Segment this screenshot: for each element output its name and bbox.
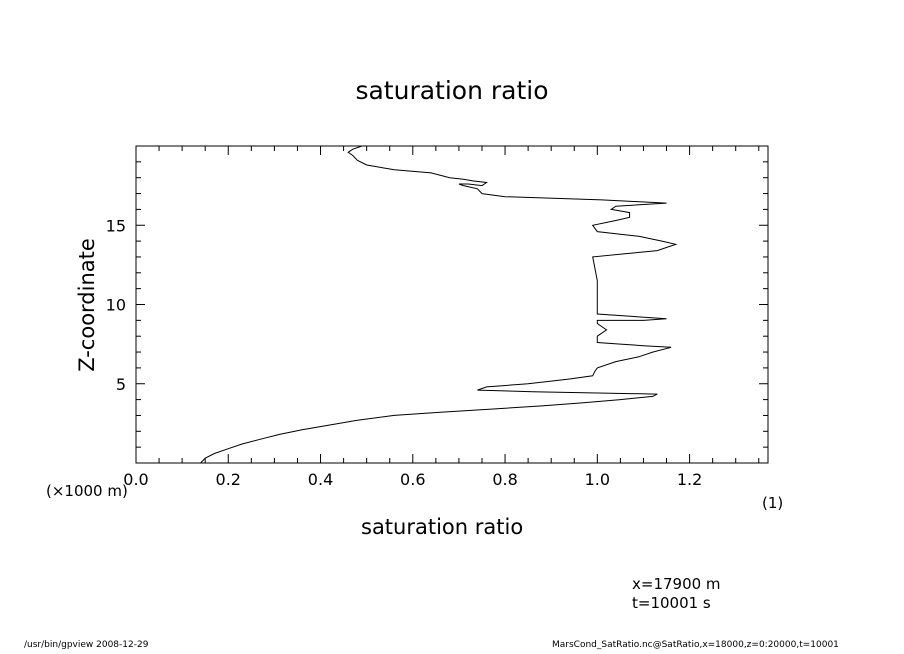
x-tick-label: 0.2 <box>216 470 241 489</box>
time-annotation: t=10001 s <box>632 594 711 612</box>
x-axis-label: saturation ratio <box>361 515 524 539</box>
tick-labels: 0.0 0.2 0.4 0.6 0.8 1.0 1.2 5 10 15 <box>106 216 703 489</box>
axis-ticks <box>135 145 768 463</box>
x-tick-label: 0.0 <box>123 470 148 489</box>
position-annotation: x=17900 m <box>632 575 721 593</box>
y-tick-label: 10 <box>106 296 126 315</box>
plot-frame <box>135 145 769 464</box>
x-tick-label: 1.2 <box>677 470 702 489</box>
y-tick-label: 5 <box>116 375 126 394</box>
y-unit-label: (1) <box>762 494 784 512</box>
x-tick-label: 0.8 <box>492 470 517 489</box>
footer-source: MarsCond_SatRatio.nc@SatRatio,x=18000,z=… <box>552 640 839 650</box>
x-tick-label: 0.4 <box>308 470 333 489</box>
series-line <box>200 145 678 464</box>
y-tick-label: 15 <box>106 216 126 235</box>
x-tick-label: 0.6 <box>400 470 425 489</box>
y-axis-label: Z-coordinate <box>75 238 99 372</box>
footer-command: /usr/bin/gpview 2008-12-29 <box>24 640 149 650</box>
x-tick-label: 1.0 <box>585 470 610 489</box>
chart-title: saturation ratio <box>355 76 549 105</box>
x-unit-label: (×1000 m) <box>46 482 128 500</box>
